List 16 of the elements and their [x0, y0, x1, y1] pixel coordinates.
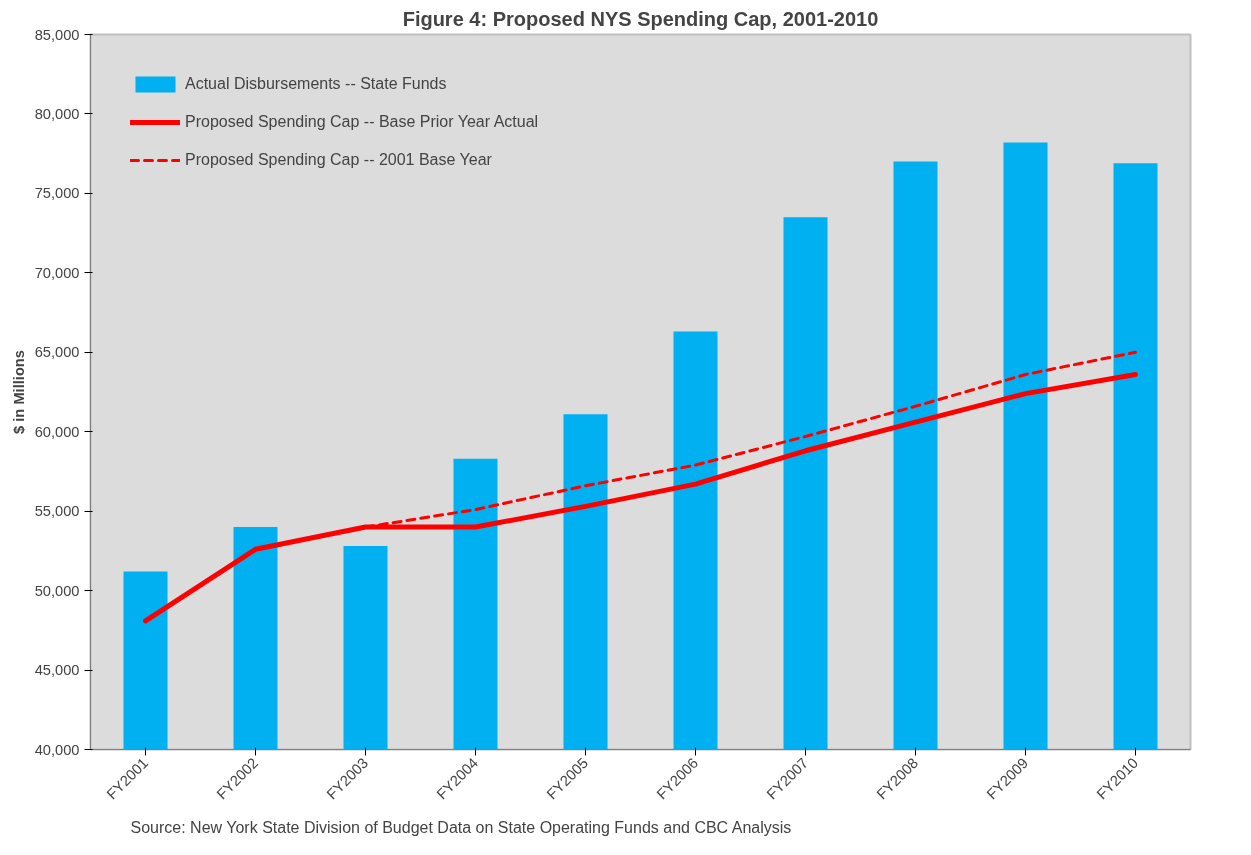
legend-label: Proposed Spending Cap -- 2001 Base Year [185, 151, 492, 169]
legend-label: Actual Disbursements -- State Funds [185, 75, 447, 93]
y-tick-label: 75,000 [34, 185, 80, 202]
y-tick-label: 60,000 [34, 423, 80, 440]
y-tick-label: 50,000 [34, 582, 80, 599]
y-tick-label: 45,000 [34, 662, 80, 679]
y-axis-title: $ in Millions [10, 350, 27, 434]
legend-label: Proposed Spending Cap -- Base Prior Year Actual [185, 113, 539, 131]
y-tick-label: 40,000 [34, 741, 80, 758]
chart-title: Figure 4: Proposed NYS Spending Cap, 2001-2010 [402, 7, 879, 30]
y-tick-label: 65,000 [34, 344, 80, 361]
y-tick-label: 85,000 [34, 26, 80, 43]
y-tick-label: 55,000 [34, 503, 80, 520]
y-tick-label: 70,000 [34, 264, 80, 281]
source-note: Source: New York State Division of Budget Data on State Operating Funds and CBC Analysis [130, 818, 792, 836]
y-tick-label: 80,000 [34, 105, 80, 122]
